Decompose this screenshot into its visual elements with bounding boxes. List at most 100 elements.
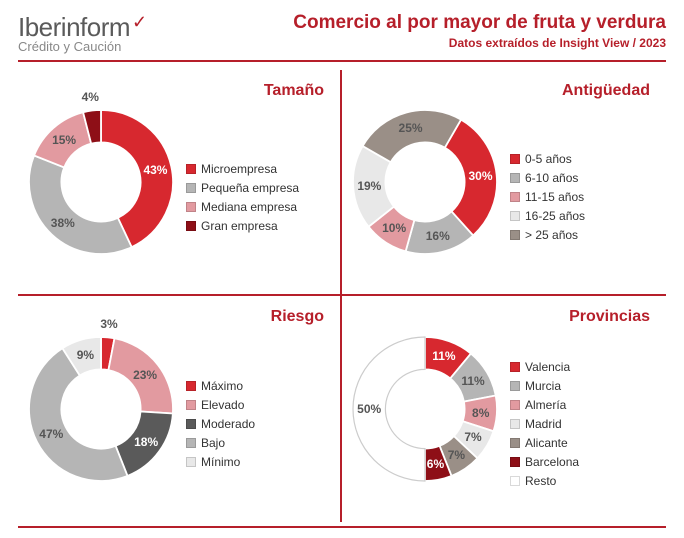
- legend: MicroempresaPequeña empresaMediana empre…: [186, 160, 299, 235]
- infographic-container: Iberinform✓ Crédito y Caución Comercio a…: [0, 0, 684, 538]
- legend-swatch: [510, 211, 520, 221]
- slice-label: 50%: [357, 402, 381, 416]
- panel-title: Tamaño: [264, 82, 324, 100]
- slice-label: 43%: [143, 163, 167, 177]
- legend-swatch: [186, 419, 196, 429]
- panel-title: Provincias: [569, 308, 650, 326]
- legend-label: 6-10 años: [525, 169, 578, 187]
- legend-swatch: [510, 457, 520, 467]
- legend-label: Almería: [525, 396, 566, 414]
- legend-swatch: [186, 164, 196, 174]
- slice-label: 8%: [472, 406, 489, 420]
- legend-item: Alicante: [510, 434, 579, 452]
- logo-block: Iberinform✓ Crédito y Caución: [18, 12, 145, 54]
- slice-label: 19%: [357, 179, 381, 193]
- legend-item: Mediana empresa: [186, 198, 299, 216]
- legend-item: Almería: [510, 396, 579, 414]
- legend-item: Murcia: [510, 377, 579, 395]
- legend-swatch: [510, 476, 520, 486]
- slice-label: 7%: [448, 448, 465, 462]
- logo-tick-icon: ✓: [132, 12, 147, 32]
- legend-label: 0-5 años: [525, 150, 572, 168]
- legend-item: 16-25 años: [510, 207, 585, 225]
- legend-label: 11-15 años: [525, 188, 584, 206]
- footer-rule: [18, 526, 666, 528]
- legend-swatch: [510, 438, 520, 448]
- slice-label: 25%: [399, 121, 423, 135]
- slice-label: 38%: [51, 216, 75, 230]
- legend-swatch: [186, 381, 196, 391]
- legend-item: Valencia: [510, 358, 579, 376]
- donut-slice: [363, 110, 461, 162]
- legend: ValenciaMurciaAlmeríaMadridAlicanteBarce…: [510, 358, 579, 490]
- legend-label: > 25 años: [525, 226, 578, 244]
- logo-text: Iberinform: [18, 12, 130, 42]
- legend-item: Moderado: [186, 415, 255, 433]
- title-block: Comercio al por mayor de fruta y verdura…: [293, 12, 666, 50]
- legend-label: Moderado: [201, 415, 255, 433]
- legend-item: 11-15 años: [510, 188, 585, 206]
- donut-chart: 43%38%15%4%: [26, 107, 176, 257]
- slice-label: 30%: [468, 169, 492, 183]
- legend-swatch: [510, 154, 520, 164]
- slice-label: 47%: [39, 427, 63, 441]
- legend: 0-5 años6-10 años11-15 años16-25 años> 2…: [510, 150, 585, 244]
- legend-label: Máximo: [201, 377, 243, 395]
- legend-swatch: [510, 173, 520, 183]
- donut-chart: 30%16%10%19%25%: [350, 107, 500, 257]
- legend-item: Mínimo: [186, 453, 255, 471]
- legend-swatch: [186, 457, 196, 467]
- legend-label: Mediana empresa: [201, 198, 297, 216]
- legend-item: Microempresa: [186, 160, 299, 178]
- legend-label: Gran empresa: [201, 217, 278, 235]
- legend-label: Alicante: [525, 434, 568, 452]
- legend-swatch: [510, 230, 520, 240]
- slice-label: 15%: [52, 133, 76, 147]
- slice-label: 6%: [427, 457, 444, 471]
- panel-antiguedad: Antigüedad30%16%10%19%25%0-5 años6-10 añ…: [342, 70, 666, 296]
- panel-tamano: Tamaño 43% 38% 15% 4% MicroempresaPequeña emp…: [18, 70, 342, 296]
- slice-label: 23%: [133, 368, 157, 382]
- legend-item: Elevado: [186, 396, 255, 414]
- donut-slice: [29, 155, 132, 254]
- panel-provincias: Provincias11%11%8%7%7%6%50%ValenciaMurci…: [342, 296, 666, 522]
- legend-label: Valencia: [525, 358, 570, 376]
- legend-swatch: [510, 400, 520, 410]
- legend-label: Mínimo: [201, 453, 240, 471]
- legend-label: Resto: [525, 472, 556, 490]
- legend-swatch: [510, 192, 520, 202]
- page-subtitle: Datos extraídos de Insight View / 2023: [293, 36, 666, 50]
- donut-chart: 3%23%18%47%9%: [26, 334, 176, 484]
- legend-swatch: [186, 400, 196, 410]
- legend-label: Pequeña empresa: [201, 179, 299, 197]
- legend-swatch: [186, 221, 196, 231]
- logo-main: Iberinform✓: [18, 12, 145, 43]
- legend-item: Barcelona: [510, 453, 579, 471]
- legend-swatch: [510, 362, 520, 372]
- chart-grid: Tamaño 43% 38% 15% 4% MicroempresaPequeña emp…: [18, 70, 666, 522]
- panel-riesgo: Riesgo3%23%18%47%9%MáximoElevadoModerado…: [18, 296, 342, 522]
- legend-item: Máximo: [186, 377, 255, 395]
- legend-item: Gran empresa: [186, 217, 299, 235]
- slice-label: 7%: [464, 430, 481, 444]
- legend-item: Pequeña empresa: [186, 179, 299, 197]
- legend-swatch: [186, 438, 196, 448]
- legend-item: 6-10 años: [510, 169, 585, 187]
- legend-item: Resto: [510, 472, 579, 490]
- legend-item: Madrid: [510, 415, 579, 433]
- legend-swatch: [510, 419, 520, 429]
- slice-label: 10%: [382, 221, 406, 235]
- legend-label: Barcelona: [525, 453, 579, 471]
- slice-label: 11%: [461, 374, 484, 388]
- panel-title: Antigüedad: [562, 82, 650, 100]
- header: Iberinform✓ Crédito y Caución Comercio a…: [18, 12, 666, 62]
- slice-label: 4%: [82, 90, 99, 104]
- legend: MáximoElevadoModeradoBajoMínimo: [186, 377, 255, 471]
- legend-swatch: [186, 183, 196, 193]
- legend-label: Elevado: [201, 396, 244, 414]
- page-title: Comercio al por mayor de fruta y verdura: [293, 12, 666, 34]
- legend-label: Madrid: [525, 415, 562, 433]
- legend-item: 0-5 años: [510, 150, 585, 168]
- legend-label: Murcia: [525, 377, 561, 395]
- legend-item: Bajo: [186, 434, 255, 452]
